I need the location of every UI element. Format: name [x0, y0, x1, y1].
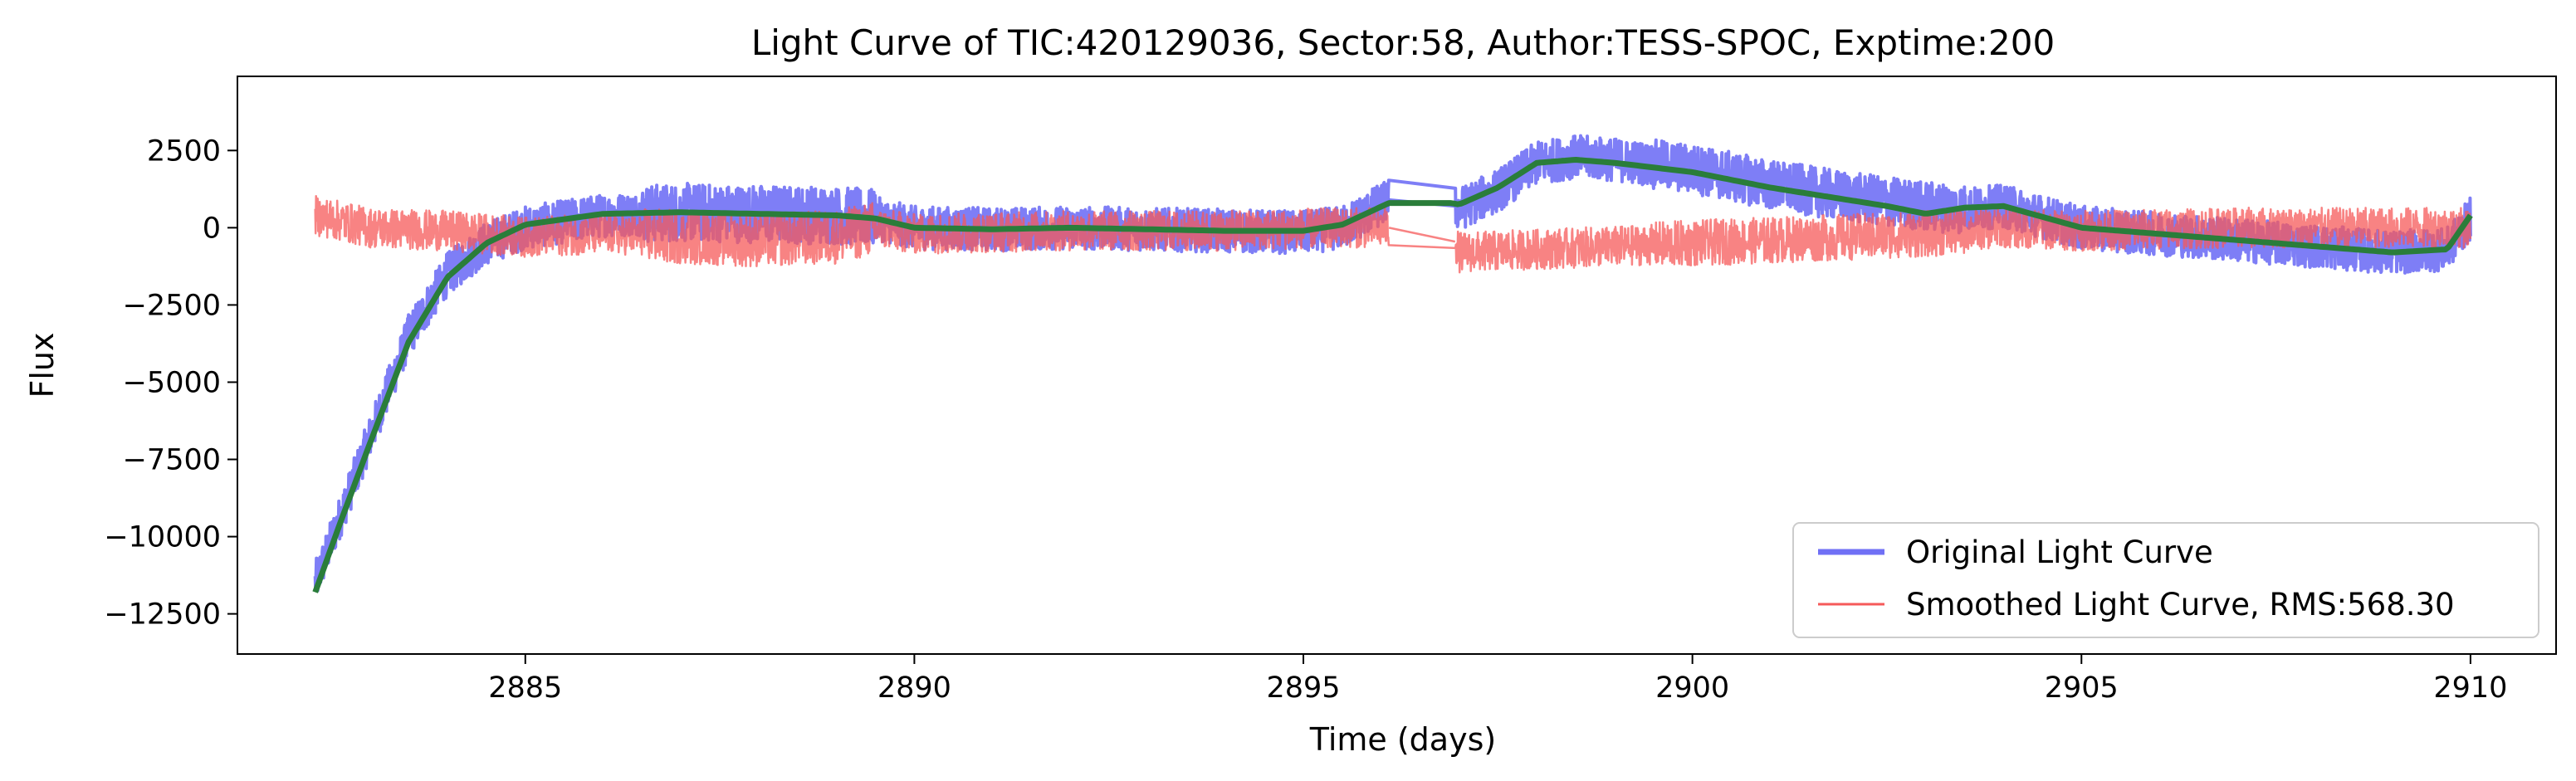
- chart-title: Light Curve of TIC:420129036, Sector:58,…: [751, 22, 2055, 63]
- legend: Original Light Curve Smoothed Light Curv…: [1792, 522, 2539, 638]
- legend-box: [1792, 522, 2539, 638]
- x-tick-label: 2905: [2045, 671, 2119, 705]
- x-tick-label: 2900: [1655, 671, 1729, 705]
- x-tick-label: 2890: [877, 671, 951, 705]
- series-trend-line: [312, 157, 2473, 593]
- x-axis-label: Time (days): [1309, 721, 1496, 758]
- y-tick-label: −5000: [123, 366, 221, 399]
- y-tick-label: 0: [203, 212, 221, 245]
- y-tick-label: −10000: [104, 521, 221, 554]
- y-axis-label: Flux: [24, 333, 61, 398]
- gap-connector: [1388, 227, 1456, 243]
- y-tick-label: −7500: [123, 444, 221, 477]
- y-tick-label: −12500: [104, 598, 221, 632]
- y-tick-label: 2500: [147, 134, 221, 168]
- y-axis: 2500 0 −2500 −5000 −7500 −10000 −12500: [104, 134, 237, 632]
- y-tick-label: −2500: [123, 289, 221, 322]
- plot-frame: [237, 76, 2557, 655]
- x-axis: 2885 2890 2895 2900 2905 2910: [488, 654, 2507, 705]
- legend-label-original: Original Light Curve: [1906, 534, 2213, 570]
- legend-label-smoothed: Smoothed Light Curve, RMS:568.30: [1906, 587, 2455, 622]
- x-tick-label: 2910: [2433, 671, 2507, 705]
- series-smoothed-line: [314, 194, 2472, 274]
- series-layer: [312, 134, 2473, 593]
- x-tick-label: 2885: [488, 671, 562, 705]
- x-tick-label: 2895: [1266, 671, 1340, 705]
